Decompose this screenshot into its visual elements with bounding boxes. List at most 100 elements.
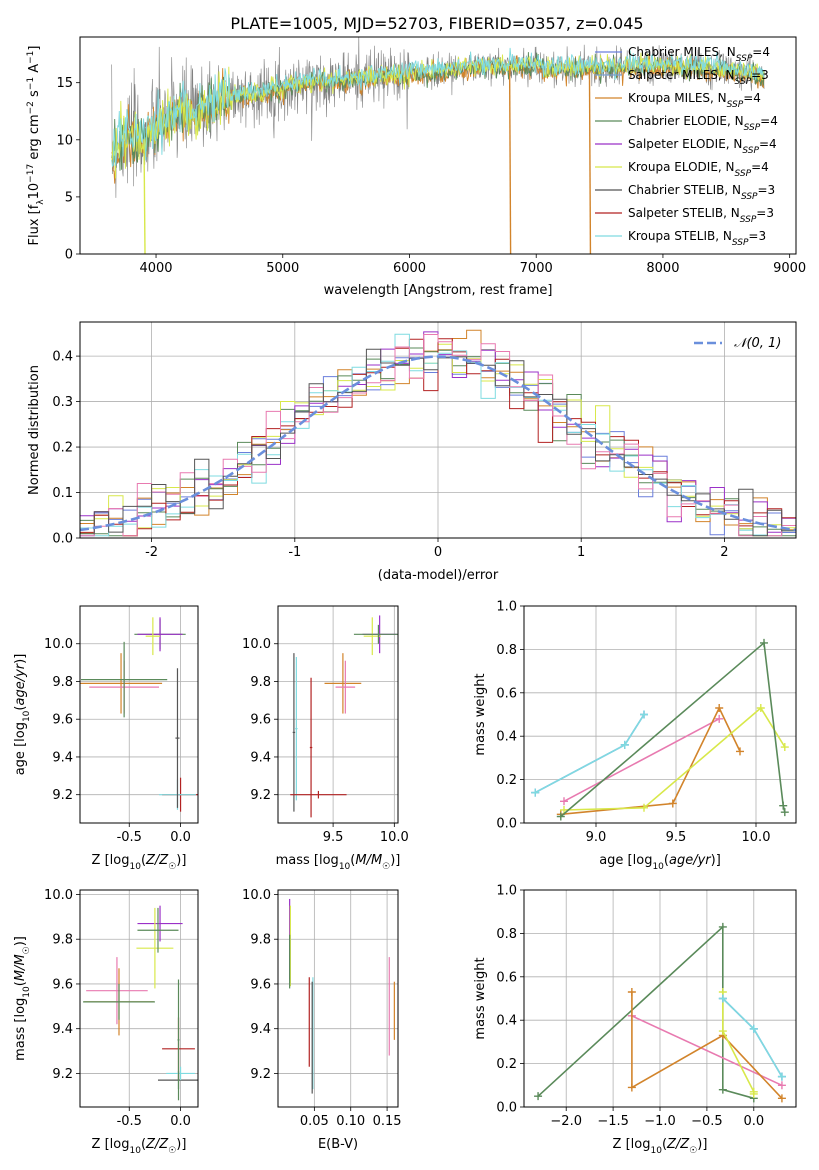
legend-suffix: =3 <box>756 206 774 220</box>
legend-text: Salpeter ELODIE, N <box>628 137 742 151</box>
legend-sub: SSP <box>735 169 752 179</box>
x-tick-label: −0.5 <box>691 1114 723 1129</box>
y-tick-label: 9.2 <box>250 1067 271 1082</box>
error-bars <box>83 905 198 1101</box>
label-part: age/yr <box>669 853 712 868</box>
weight-point-marker <box>531 788 540 797</box>
y-tick-label: 0.4 <box>496 1014 517 1029</box>
y-tick-label: 10.0 <box>44 888 73 903</box>
label-part: ☉ <box>382 862 390 872</box>
x-axis-label: wavelength [Angstrom, rest frame] <box>324 283 553 298</box>
weight-series-line <box>560 706 741 816</box>
y-tick-label: 10.0 <box>44 637 73 652</box>
legend-sub: SSP <box>744 123 761 133</box>
label-part: λ <box>36 199 46 205</box>
weight-point-marker <box>715 703 724 712</box>
weight-point-marker <box>620 740 629 749</box>
ebv-x-axis-label: E(B-V) <box>318 1137 358 1152</box>
weight-point-marker <box>736 747 744 756</box>
y-tick-label: 9.2 <box>52 1067 73 1082</box>
x-tick-label: 0.0 <box>170 1114 191 1129</box>
y-tick-label: 0.2 <box>496 1057 517 1072</box>
y-tick-label: 10 <box>56 133 73 148</box>
weight-series-line <box>534 714 645 794</box>
y-tick-label: 9.8 <box>52 675 73 690</box>
weight-point-marker <box>718 1027 727 1036</box>
label-part: −2 <box>26 101 36 114</box>
legend-label: Chabrier STELIB, NSSP=3 <box>628 183 775 202</box>
weight-point-marker <box>777 1094 786 1103</box>
label-part: )] <box>13 936 28 946</box>
legend-sub: SSP <box>740 215 757 225</box>
label-part: −1 <box>26 51 36 64</box>
legend-suffix: =4 <box>760 114 778 128</box>
normal-curve-line <box>80 355 796 532</box>
x-tick-label: 0.10 <box>336 1114 365 1129</box>
weight-series-line <box>563 706 786 811</box>
legend-label: Chabrier ELODIE, NSSP=4 <box>628 114 778 133</box>
label-part: Z [log <box>613 1137 651 1152</box>
weight-point-marker <box>718 994 727 1003</box>
error-bars <box>289 898 395 1094</box>
label-part: )] <box>390 853 400 868</box>
y-tick-label: 0.6 <box>496 686 517 701</box>
label-part: ☉ <box>22 946 32 954</box>
label-part: −1 <box>26 77 36 90</box>
weight-point-marker <box>627 1083 636 1092</box>
legend-text: Chabrier STELIB, N <box>628 183 741 197</box>
x-axis-label: age [log10(age/yr)] <box>599 853 721 872</box>
label-part: )] <box>176 1137 186 1152</box>
label-part: ( <box>141 1137 146 1152</box>
panels: 4000 5000 6000 7000 8000 9000051015wavelength… <box>13 36 806 1156</box>
y-tick-label: 0.8 <box>496 927 517 942</box>
legend-sub: SSP <box>735 77 752 87</box>
weight-lines <box>531 638 789 821</box>
weight-series-line <box>631 1015 783 1087</box>
label-part: ( <box>13 706 28 711</box>
weight-series-line <box>534 714 645 794</box>
x-tick-label: −1.5 <box>597 1114 629 1129</box>
weight-point-marker <box>718 1085 727 1094</box>
weight-series-line <box>722 997 783 1078</box>
y-tick-label: 1.0 <box>496 884 517 899</box>
weight-point-marker <box>718 922 727 931</box>
age-vs-mass-panel: 9.5 10.0 9.2 9.4 9.6 9.8 10.0 mass [log10(M/M☉)… <box>242 605 409 872</box>
histogram-steps <box>80 329 796 537</box>
weight-point-marker <box>777 1081 786 1090</box>
label-part: M/M <box>13 954 28 981</box>
legend-label: Kroupa ELODIE, NSSP=4 <box>628 160 769 179</box>
label-part: ( <box>350 853 355 868</box>
y-tick-label: 5 <box>65 190 73 205</box>
axes-frame <box>523 889 797 1108</box>
weight-point-marker <box>556 812 565 821</box>
y-axis-label: mass weight <box>473 957 488 1039</box>
x-axis-label: Z [log10(Z/Z☉)] <box>92 853 187 872</box>
x-tick-label: 10.0 <box>742 830 771 845</box>
legend-suffix: =3 <box>758 183 776 197</box>
y-tick-label: 9.6 <box>250 713 271 728</box>
axes-frame <box>79 321 797 539</box>
label-part: ( <box>662 1137 667 1152</box>
legend-sub: SSP <box>741 192 758 202</box>
legend-sub: SSP <box>736 54 753 64</box>
legend-suffix: =4 <box>752 45 770 59</box>
y-axis-label: mass [log10(M/M☉)] <box>13 936 32 1061</box>
weight-series-line <box>722 997 783 1078</box>
legend-text: Salpeter MILES, N <box>628 68 735 82</box>
model-spectrum-kroupa_elodie <box>111 51 765 179</box>
label-part: )] <box>176 853 186 868</box>
weight-vs-age-panel: 9.0 9.5 10.0 0.0 0.2 0.4 0.6 0.8 1.0 age [log10(a… <box>473 600 797 872</box>
axes-frame <box>79 605 199 824</box>
weight-point-marker <box>779 801 788 810</box>
weight-point-marker <box>749 1024 758 1033</box>
legend-label: Kroupa MILES, NSSP=4 <box>628 91 761 110</box>
label-part: )] <box>711 853 721 868</box>
model-drop-line <box>143 139 146 254</box>
y-tick-label: 10.0 <box>242 637 271 652</box>
label-part: −17 <box>26 164 36 183</box>
legend-label: 𝒩(0, 1) <box>734 336 781 351</box>
label-part: mass [log <box>276 853 339 868</box>
axes-frame <box>79 36 797 255</box>
label-part: Z [log <box>92 853 130 868</box>
